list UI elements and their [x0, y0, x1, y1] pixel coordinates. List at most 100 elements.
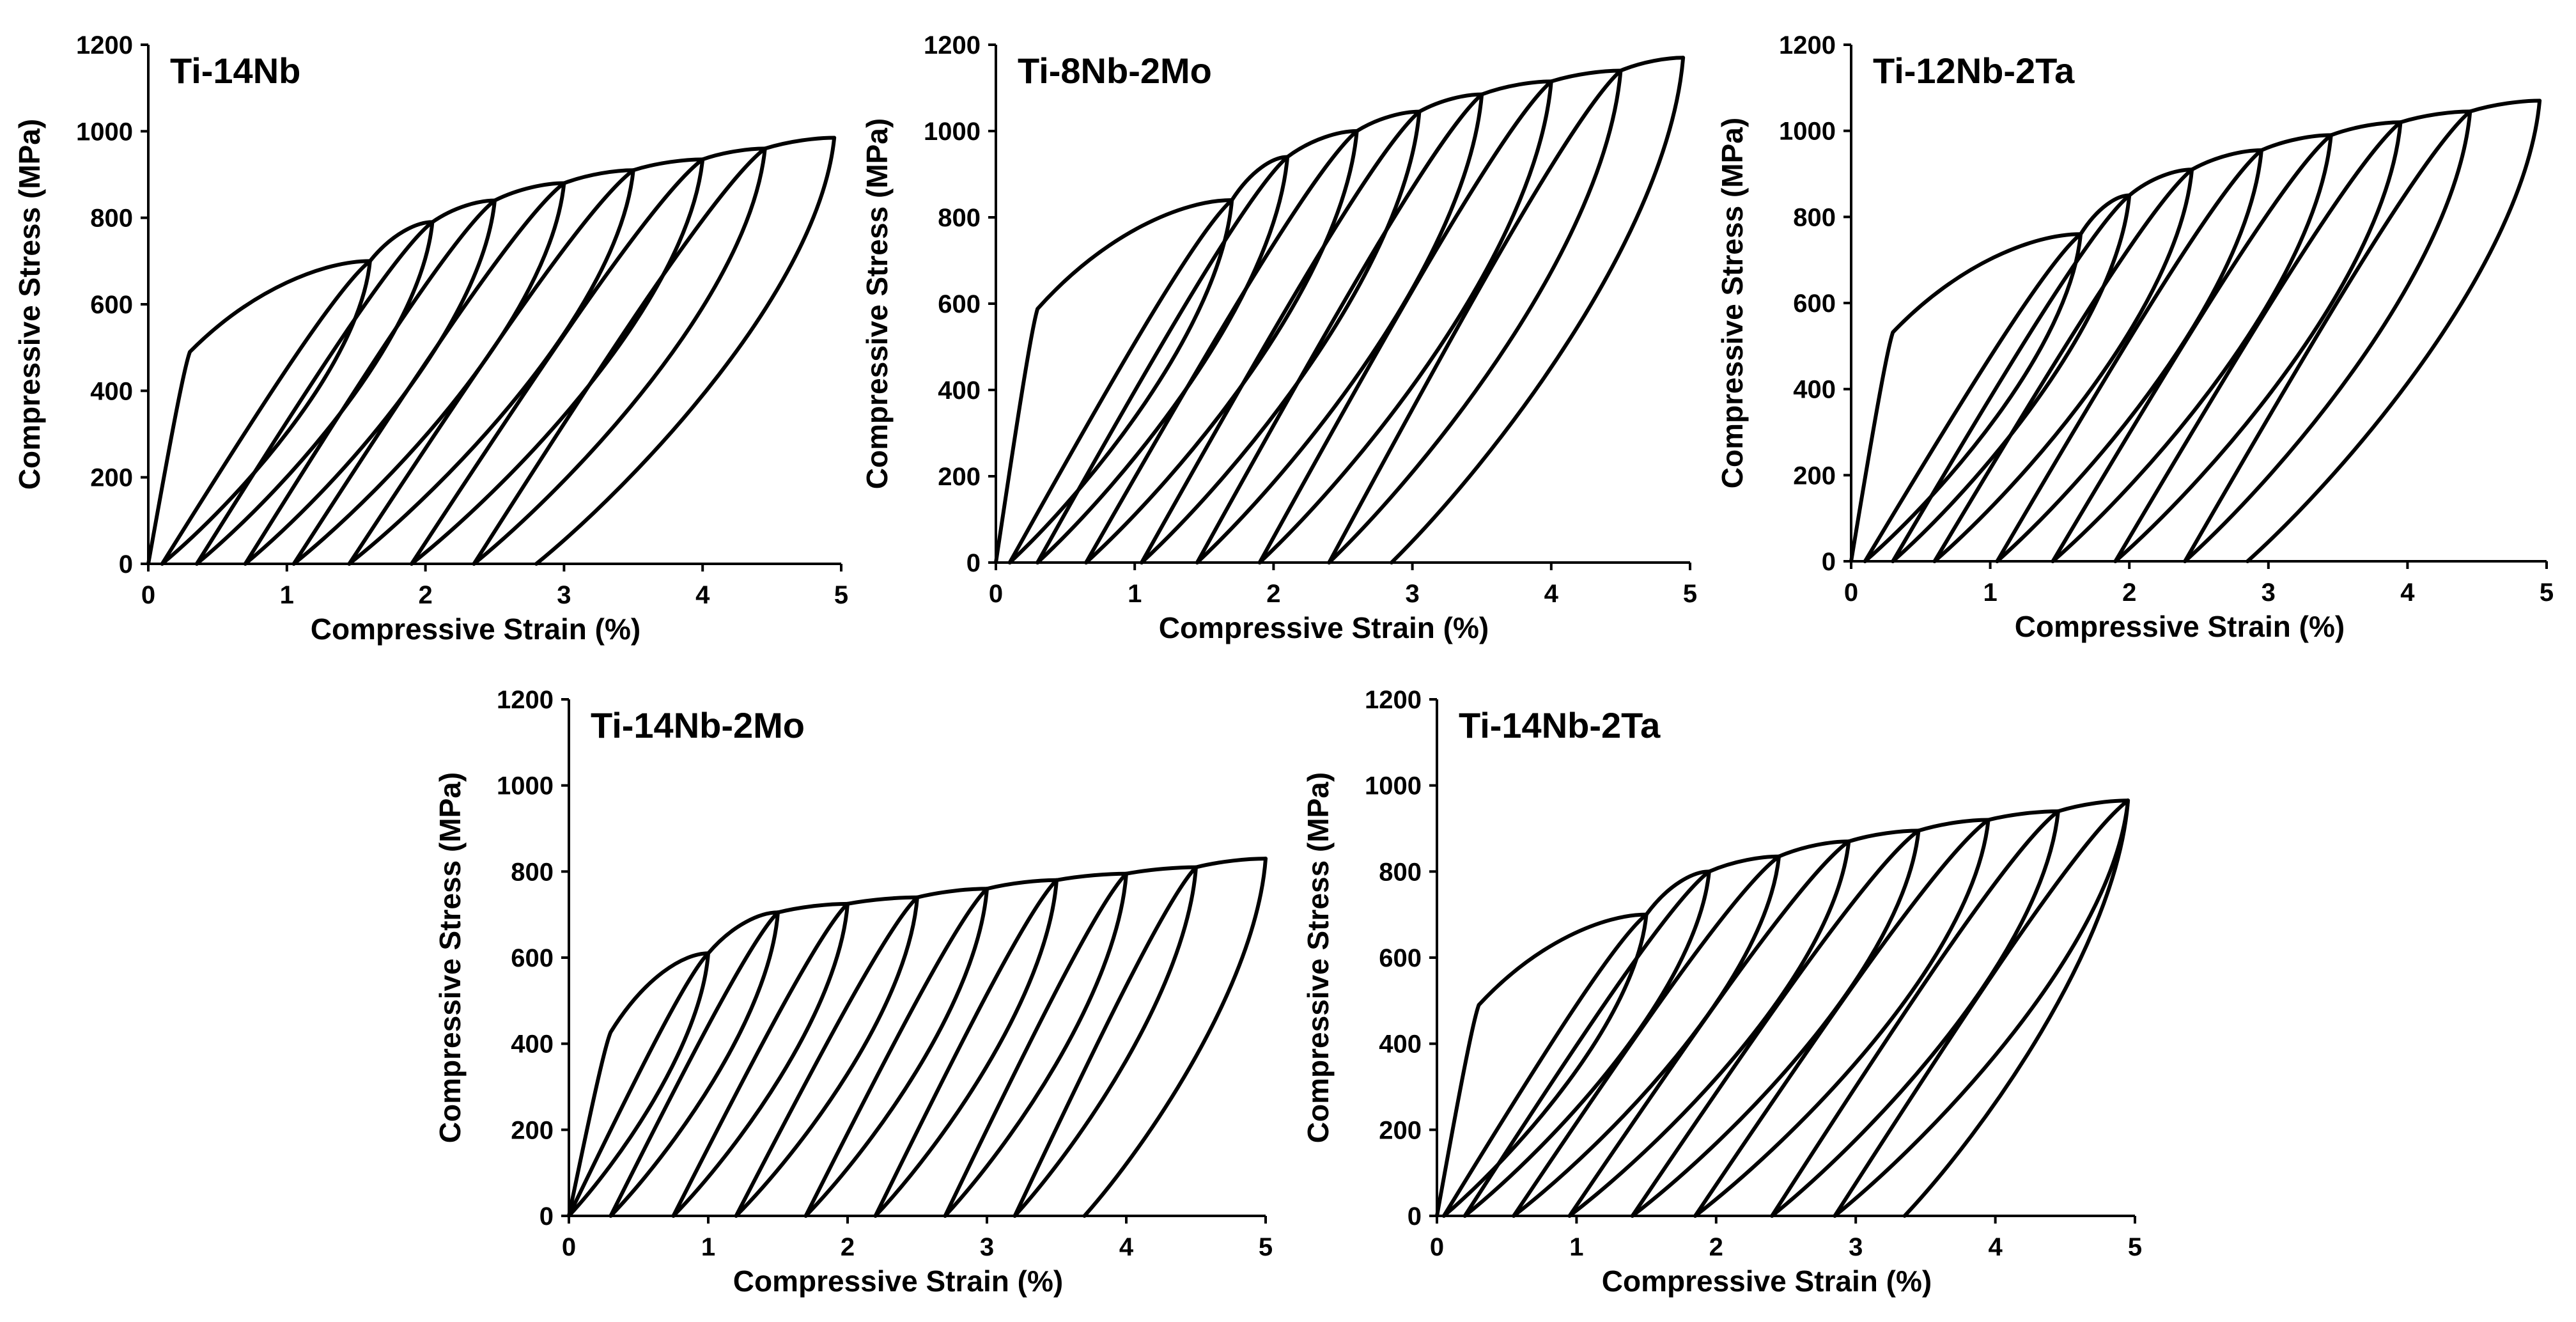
y-tick-label: 200: [938, 463, 981, 491]
x-tick-label: 2: [841, 1233, 855, 1261]
y-tick-label: 0: [1822, 548, 1836, 576]
loading-curve: [1512, 839, 1851, 1218]
loading-curve: [1441, 869, 1711, 1218]
x-tick-label: 0: [562, 1233, 576, 1261]
y-tick-label: 800: [1379, 858, 1422, 886]
loading-curve: [1693, 809, 2060, 1218]
loading-curve: [160, 220, 435, 566]
loading-curve: [1007, 155, 1290, 564]
y-tick-label: 200: [511, 1116, 554, 1144]
y-tick-label: 1200: [497, 686, 554, 714]
unloading-curve: [534, 136, 837, 566]
y-tick-label: 800: [938, 204, 981, 232]
y-tick-label: 600: [1793, 290, 1836, 318]
unloading-curve: [1863, 232, 2083, 563]
panel-title: Ti-14Nb-2Ta: [1459, 705, 1661, 745]
x-tick-label: 4: [695, 581, 710, 609]
y-tick-label: 400: [90, 377, 133, 405]
loading-curve: [1257, 68, 1623, 564]
x-axis-title: Compressive Strain (%): [733, 1264, 1063, 1298]
unloading-curve: [1932, 167, 2194, 563]
x-tick-label: 2: [1709, 1233, 1723, 1261]
unloading-curve: [1140, 109, 1422, 564]
y-tick-label: 1000: [497, 772, 554, 800]
panel-ti-14nb-2mo: 0 200 400 600 800 1000 1200 0 1 2 3 4 5 Compressive S…: [433, 686, 1273, 1298]
unloading-curve: [1770, 809, 2060, 1218]
unloading-curve: [803, 887, 989, 1218]
loading-curve: [472, 136, 837, 566]
x-tick-label: 4: [1988, 1233, 2003, 1261]
x-tick-label: 1: [280, 581, 294, 609]
y-tick-label: 1200: [924, 31, 981, 59]
unloading-curve: [243, 198, 497, 566]
loading-curve: [734, 887, 989, 1218]
y-tick-label: 600: [1379, 944, 1422, 972]
unloading-curve: [671, 901, 850, 1218]
y-tick-label: 1000: [1365, 772, 1422, 800]
loading-curve: [671, 895, 919, 1218]
x-tick-label: 3: [1849, 1233, 1863, 1261]
x-tick-label: 1: [1983, 579, 1997, 607]
panel-title: Ti-8Nb-2Mo: [1018, 51, 1212, 91]
loading-curve: [567, 951, 710, 1218]
x-tick-label: 4: [1544, 580, 1559, 608]
unloading-curve: [2051, 133, 2333, 563]
unloading-curve: [1995, 148, 2263, 563]
x-axis-title: Compressive Strain (%): [311, 612, 640, 646]
x-tick-label: 1: [1569, 1233, 1583, 1261]
unloading-curve: [1902, 798, 2130, 1218]
panel-title: Ti-14Nb: [170, 51, 300, 91]
x-tick-label: 3: [980, 1233, 994, 1261]
y-axis-title: Compressive Stress (MPa): [860, 118, 894, 489]
loading-curve: [1995, 133, 2333, 563]
loading-curve: [194, 198, 497, 566]
unloading-curve: [2246, 98, 2542, 563]
loading-curve: [1849, 232, 2083, 563]
x-axis-title: Compressive Strain (%): [1159, 611, 1489, 644]
loading-curve: [1932, 148, 2263, 563]
loading-curve: [1770, 798, 2130, 1218]
loading-curve: [1084, 109, 1422, 564]
unloading-curve: [1390, 56, 1686, 564]
loading-curve: [1195, 79, 1553, 564]
loading-curve: [1630, 818, 1990, 1218]
y-tick-label: 600: [90, 291, 133, 319]
loading-curve: [146, 259, 372, 566]
loading-curve: [2183, 98, 2542, 563]
loading-curve: [1567, 828, 1921, 1218]
y-tick-label: 400: [511, 1030, 554, 1059]
panel-title: Ti-12Nb-2Ta: [1873, 51, 2075, 91]
unloading-curve: [1567, 839, 1851, 1218]
unloading-curve: [2113, 120, 2403, 563]
y-tick-label: 800: [1793, 203, 1836, 231]
unloading-curve: [943, 871, 1128, 1218]
unloading-curve: [1195, 92, 1484, 564]
panel-ti-14nb: 0 200 400 600 800 1000 1200 0 1 2 3 4 5 Compressive S…: [13, 31, 848, 646]
y-tick-label: 1200: [1365, 686, 1422, 714]
loading-curve: [243, 181, 566, 566]
x-axis-title: Compressive Strain (%): [1602, 1264, 1932, 1298]
loading-curve: [1435, 912, 1649, 1218]
loading-curve: [2113, 109, 2472, 563]
x-tick-label: 0: [1844, 579, 1858, 607]
x-tick-label: 3: [1405, 580, 1419, 608]
x-tick-label: 0: [1430, 1233, 1444, 1261]
unloading-curve: [1463, 869, 1711, 1218]
unloading-curve: [1327, 68, 1623, 564]
unloading-curve: [1693, 818, 1990, 1218]
unloading-curve: [347, 168, 635, 566]
unloading-curve: [1891, 193, 2132, 563]
x-tick-label: 4: [1119, 1233, 1134, 1261]
loading-curve: [609, 901, 850, 1218]
y-tick-label: 400: [1793, 376, 1836, 404]
y-tick-label: 800: [511, 858, 554, 886]
y-tick-label: 0: [966, 549, 981, 577]
y-tick-label: 0: [539, 1202, 554, 1231]
x-tick-label: 1: [1128, 580, 1142, 608]
x-tick-label: 3: [2262, 579, 2276, 607]
loading-curve: [803, 878, 1059, 1218]
loading-curve: [1327, 56, 1686, 564]
x-tick-label: 4: [2400, 579, 2415, 607]
y-tick-label: 600: [938, 290, 981, 318]
unloading-curve: [472, 146, 767, 566]
